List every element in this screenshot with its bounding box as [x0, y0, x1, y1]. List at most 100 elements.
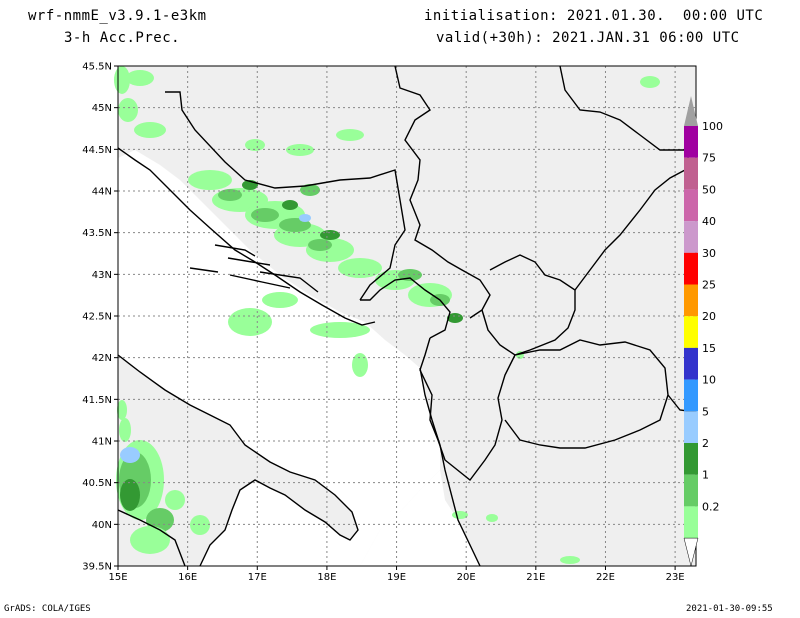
legend-swatch: [684, 411, 698, 443]
model-label: wrf-nmmE_v3.9.1-e3km: [28, 8, 207, 24]
precip-area: [560, 556, 580, 564]
lon-label: 18E: [317, 572, 336, 583]
bulgaria-border: [574, 149, 691, 291]
precip-area: [282, 200, 298, 210]
lat-label: 39.5N: [82, 562, 112, 573]
legend-label: 75: [702, 152, 716, 165]
legend-label: 2: [702, 437, 709, 450]
kosovo-border: [481, 254, 576, 356]
legend-swatch: [684, 284, 698, 317]
legend-label: 100: [702, 120, 723, 133]
precip-area: [398, 269, 422, 281]
croatia-coast: [117, 147, 376, 326]
montenegro-border: [360, 277, 451, 339]
serbia-border: [394, 65, 491, 319]
precip-area: [300, 184, 320, 196]
legend-swatch: [684, 157, 698, 190]
precip-area: [352, 353, 368, 377]
precip-area: [338, 258, 382, 278]
lon-label: 17E: [248, 572, 267, 583]
init-time: initialisation: 2021.01.30. 00:00 UTC: [424, 8, 764, 24]
precip-area: [310, 322, 370, 338]
precip-area: [299, 214, 311, 222]
lon-label: 20E: [457, 572, 476, 583]
precip-area: [165, 490, 185, 510]
borders-and-coastlines: [117, 65, 697, 567]
precip-area: [120, 479, 140, 511]
legend-swatch: [684, 189, 698, 222]
valid-time: valid(+30h): 2021.JAN.31 06:00 UTC: [436, 30, 740, 46]
precip-area: [336, 129, 364, 141]
legend-label: 0.2: [702, 500, 720, 513]
legend-swatch: [684, 221, 698, 253]
romania-border: [559, 65, 690, 151]
italy-coast: [117, 354, 359, 567]
lat-label: 40.5N: [82, 478, 112, 489]
legend-swatch: [684, 252, 698, 285]
precip-area: [118, 98, 138, 122]
legend-swatch: [684, 316, 698, 348]
precip-area: [320, 230, 340, 240]
lon-label: 15E: [108, 572, 127, 583]
albania-border: [419, 337, 516, 481]
lat-label: 44N: [92, 187, 112, 198]
lon-label: 21E: [526, 572, 545, 583]
precip-area: [218, 189, 242, 201]
legend-swatch: [684, 474, 698, 507]
legend-underflow-triangle: [683, 537, 699, 567]
legend-label: 50: [702, 183, 716, 196]
legend-overflow-triangle: [684, 96, 698, 126]
precip-area: [262, 292, 298, 308]
dalmatian-islands: [189, 244, 319, 293]
precip-area: [286, 144, 314, 156]
lat-label: 42.5N: [82, 312, 112, 323]
precip-area: [117, 400, 127, 420]
legend-label: 1: [702, 469, 709, 482]
lat-label: 43N: [92, 270, 112, 281]
italy-mainland: [118, 355, 358, 566]
legend-label: 10: [702, 374, 716, 387]
lat-label: 40N: [92, 520, 112, 531]
albania-coast: [419, 367, 481, 567]
precip-area: [486, 514, 498, 522]
italy-land: [118, 355, 358, 566]
legend-swatch: [684, 379, 698, 412]
legend-label: 30: [702, 247, 716, 260]
precip-area: [228, 308, 272, 336]
lat-label: 42N: [92, 353, 112, 364]
precip-area: [120, 447, 140, 463]
precip-area: [126, 70, 154, 86]
precip-area: [640, 76, 660, 88]
legend-label: 25: [702, 279, 716, 292]
precip-area: [251, 208, 279, 222]
legend-swatch: [684, 443, 698, 475]
color-legend: 100 75 50 40 30 25 20 15 10 5 2 1 0.2: [683, 96, 723, 567]
lon-label: 23E: [666, 572, 685, 583]
lon-label: 16E: [178, 572, 197, 583]
legend-label: 15: [702, 342, 716, 355]
lat-label: 44.5N: [82, 145, 112, 156]
legend-label: 5: [702, 405, 709, 418]
ionian-sea: [360, 470, 480, 566]
legend-swatch: [684, 126, 698, 158]
lon-label: 22E: [596, 572, 615, 583]
lat-label: 45.5N: [82, 62, 112, 73]
italy-west-coast: [117, 509, 186, 567]
lat-label: 43.5N: [82, 228, 112, 239]
precip-area: [452, 511, 468, 519]
lat-label: 41.5N: [82, 395, 112, 406]
legend-label: 40: [702, 215, 716, 228]
lat-label: 45N: [92, 103, 112, 114]
lat-label: 41N: [92, 437, 112, 448]
bosnia-border: [165, 91, 406, 301]
legend-swatch: [684, 347, 698, 380]
precip-area: [134, 122, 166, 138]
lon-label: 19E: [387, 572, 406, 583]
precip-area: [130, 526, 170, 554]
latitude-labels: 45.5N 45N 44.5N 44N 43.5N 43N 42.5N 42N 41.5N 41N…: [82, 62, 112, 573]
footer-right: 2021-01-30-09:55: [686, 604, 773, 614]
legend-label: 20: [702, 310, 716, 323]
footer-left: GrADS: COLA/IGES: [4, 604, 91, 614]
precip-area: [188, 170, 232, 190]
longitude-labels: 15E 16E 17E 18E 19E 20E 21E 22E 23E: [108, 572, 684, 583]
